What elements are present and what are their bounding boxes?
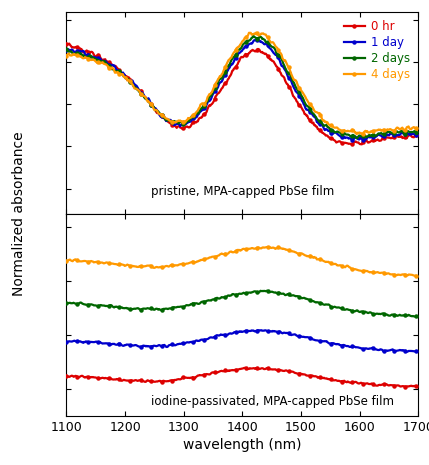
0 hr: [285, 82, 290, 87]
4 days: [64, 53, 69, 59]
X-axis label: wavelength (nm): wavelength (nm): [183, 438, 302, 452]
Line: 2 days: 2 days: [65, 34, 420, 140]
1 day: [178, 122, 184, 127]
0 hr: [416, 132, 421, 137]
0 hr: [64, 41, 69, 46]
2 days: [416, 130, 421, 136]
4 days: [178, 119, 184, 124]
4 days: [360, 131, 366, 137]
0 hr: [320, 130, 325, 136]
1 day: [416, 132, 421, 138]
1 day: [203, 104, 208, 109]
1 day: [64, 47, 69, 53]
4 days: [106, 65, 112, 71]
Text: pristine, MPA-capped PbSe film: pristine, MPA-capped PbSe film: [151, 185, 334, 198]
Line: 4 days: 4 days: [65, 31, 420, 136]
2 days: [178, 119, 184, 125]
Legend: 0 hr, 1 day, 2 days, 4 days: 0 hr, 1 day, 2 days, 4 days: [341, 18, 412, 83]
4 days: [203, 100, 208, 105]
Text: Normalized absorbance: Normalized absorbance: [12, 132, 26, 296]
1 day: [350, 137, 356, 143]
1 day: [286, 75, 291, 80]
2 days: [203, 100, 208, 106]
1 day: [319, 121, 324, 126]
4 days: [254, 30, 259, 35]
Line: 1 day: 1 day: [65, 38, 420, 142]
2 days: [106, 63, 112, 69]
0 hr: [178, 125, 184, 131]
Text: iodine-passivated, MPA-capped PbSe film: iodine-passivated, MPA-capped PbSe film: [151, 395, 394, 408]
0 hr: [318, 127, 323, 133]
2 days: [251, 33, 256, 39]
0 hr: [203, 110, 208, 116]
2 days: [64, 46, 69, 52]
0 hr: [359, 141, 364, 147]
1 day: [106, 62, 112, 67]
4 days: [416, 127, 421, 133]
1 day: [255, 37, 260, 42]
0 hr: [106, 60, 112, 65]
4 days: [320, 118, 326, 123]
2 days: [320, 123, 326, 128]
1 day: [320, 124, 326, 129]
2 days: [354, 135, 359, 141]
4 days: [319, 114, 324, 120]
2 days: [319, 120, 324, 125]
4 days: [286, 65, 291, 70]
2 days: [286, 71, 291, 76]
Line: 0 hr: 0 hr: [65, 42, 420, 146]
